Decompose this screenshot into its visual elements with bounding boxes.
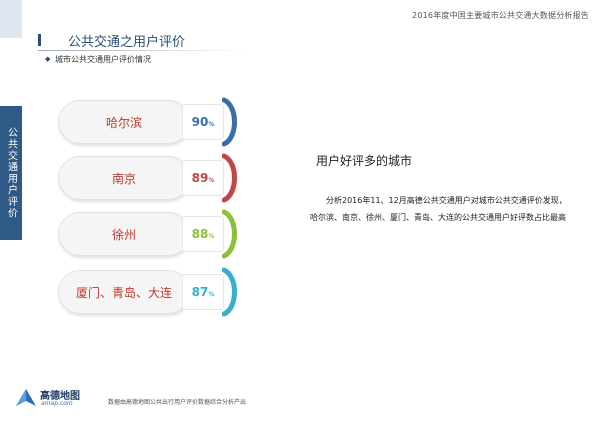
rating-percent-unit: %: [208, 177, 215, 184]
rating-percent-unit: %: [208, 291, 215, 298]
section-subtitle: 城市公共交通用户评价情况: [55, 55, 151, 64]
rating-percent-card: 87%: [182, 274, 224, 310]
rating-percent-value: 90: [191, 115, 209, 129]
rating-percent-card: 90%: [182, 104, 224, 140]
title-divider: [38, 50, 248, 51]
city-rating-row: 徐州 88%: [58, 209, 242, 259]
city-pill: 厦门、青岛、大连: [58, 270, 190, 314]
rating-percent-value: 89: [191, 171, 209, 185]
rating-arc: [222, 153, 237, 203]
logo-text: 高德地图: [40, 391, 80, 402]
city-name: 哈尔滨: [105, 115, 142, 130]
rating-percent-card: 88%: [182, 216, 224, 252]
rating-arc: [222, 267, 237, 317]
logo-url: amap.com: [41, 400, 73, 407]
rating-arc-decoration: [222, 97, 237, 147]
rating-percent-unit: %: [208, 233, 215, 240]
footer-note: 数据由高德地图公共出行用户评价数据综合分析产出: [108, 399, 247, 406]
title-accent-bar: [38, 34, 41, 46]
city-name: 南京: [111, 171, 136, 186]
amap-logo-icon: [16, 389, 36, 406]
city-pill: 徐州: [58, 212, 190, 256]
rating-percent-value: 87: [191, 285, 209, 299]
rating-percent-unit: %: [208, 121, 215, 128]
analysis-heading: 用户好评多的城市: [316, 154, 413, 168]
city-rating-row: 厦门、青岛、大连 87%: [58, 267, 242, 317]
city-name: 徐州: [111, 227, 136, 242]
rating-arc: [222, 209, 237, 259]
city-pill: 哈尔滨: [58, 100, 190, 144]
side-tab-label: 公共交通用户评价: [5, 127, 17, 219]
rating-arc-decoration: [222, 209, 237, 259]
rating-percent-value: 88: [191, 227, 209, 241]
rating-arc-decoration: [222, 153, 237, 203]
page-title: 公共交通之用户评价: [68, 35, 186, 50]
city-pill: 南京: [58, 156, 190, 200]
rating-arc: [222, 97, 237, 147]
city-rating-row: 南京 89%: [58, 153, 242, 203]
diamond-bullet-icon: ◆: [45, 55, 51, 63]
city-rating-row: 哈尔滨 90%: [58, 97, 242, 147]
side-tab: 公共交通用户评价: [0, 106, 22, 240]
rating-arc-decoration: [222, 267, 237, 317]
corner-decoration: [0, 0, 22, 38]
analysis-body: 分析2016年11、12月高德公共交通用户对城市公共交通评价发现，哈尔滨、南京、…: [310, 196, 567, 222]
city-name: 厦门、青岛、大连: [75, 285, 172, 300]
rating-percent-card: 89%: [182, 160, 224, 196]
report-title: 2016年度中国主要城市公共交通大数据分析报告: [412, 11, 589, 20]
analysis-text-block: 分析2016年11、12月高德公共交通用户对城市公共交通评价发现，哈尔滨、南京、…: [310, 192, 599, 226]
